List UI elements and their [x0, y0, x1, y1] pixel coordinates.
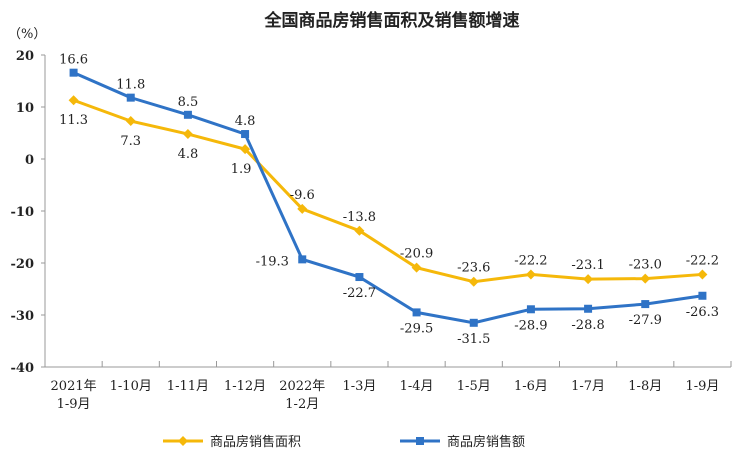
data-point [241, 130, 250, 139]
legend-marker [178, 436, 188, 446]
data-point [125, 116, 136, 127]
x-tick-label: 1-6月 [514, 379, 548, 394]
data-point [354, 225, 365, 236]
y-tick-label: -20 [11, 257, 35, 272]
data-label: -29.5 [400, 321, 433, 336]
data-point [68, 95, 79, 106]
x-tick-label: 1-5月 [457, 379, 491, 394]
data-point [69, 68, 78, 77]
y-tick-label: -40 [11, 361, 35, 376]
x-tick-label: 1-7月 [571, 379, 605, 394]
x-tick-label: 1-10月 [110, 379, 152, 394]
data-point [355, 273, 364, 282]
data-label: -22.2 [686, 253, 719, 268]
data-point [697, 269, 708, 280]
data-label: 1.9 [231, 162, 252, 177]
data-point [526, 305, 535, 314]
data-label: 4.8 [178, 147, 199, 162]
data-label: 8.5 [178, 95, 199, 110]
data-point [126, 93, 135, 102]
data-point [640, 273, 651, 284]
x-tick-label: 2022年 [279, 379, 325, 394]
data-label: -28.8 [571, 318, 604, 333]
data-label: 7.3 [120, 134, 141, 149]
x-tick-label: 1-9月 [685, 379, 719, 394]
x-tick-label: 1-2月 [285, 397, 319, 412]
chart-title: 全国商品房销售面积及销售额增速 [264, 10, 520, 31]
data-label: -27.9 [629, 313, 662, 328]
legend-label: 商品房销售面积 [210, 434, 301, 450]
x-tick-label: 1-11月 [167, 379, 209, 394]
data-point [412, 308, 421, 317]
data-label: 4.8 [235, 114, 256, 129]
data-point [698, 291, 707, 300]
data-point [584, 304, 593, 313]
x-tick-label: 1-12月 [224, 379, 266, 394]
data-label: -13.8 [343, 210, 376, 225]
data-label: -20.9 [400, 247, 433, 262]
y-tick-label: -10 [11, 205, 35, 220]
data-point [469, 318, 478, 327]
y-axis-unit: （%） [8, 27, 46, 42]
data-point [468, 276, 479, 287]
data-point [297, 203, 308, 214]
series-line-1 [72, 71, 703, 325]
y-tick-label: -30 [11, 309, 35, 324]
data-point [183, 110, 192, 119]
legend-label: 商品房销售额 [447, 434, 525, 450]
y-tick-label: 20 [16, 49, 34, 64]
data-label: -22.7 [343, 286, 376, 301]
data-label: -28.9 [514, 318, 547, 333]
x-tick-label: 1-4月 [400, 379, 434, 394]
x-tick-label: 2021年 [51, 379, 97, 394]
data-point [240, 144, 251, 155]
series-line-0 [73, 98, 703, 284]
data-point [641, 300, 650, 309]
data-label: -9.6 [290, 188, 315, 203]
data-label: -31.5 [457, 332, 490, 347]
legend-marker [416, 437, 424, 445]
data-point [182, 129, 193, 140]
data-label: -23.1 [571, 258, 604, 273]
y-tick-label: 10 [16, 101, 34, 116]
x-tick-label: 1-9月 [57, 397, 91, 412]
data-label: 16.6 [59, 53, 88, 68]
data-point [411, 262, 422, 273]
data-point [525, 269, 536, 280]
data-label: -23.0 [629, 258, 662, 273]
data-label: 11.3 [59, 113, 88, 128]
x-tick-label: 1-3月 [342, 379, 376, 394]
data-point [583, 274, 594, 285]
data-label: -26.3 [686, 305, 719, 320]
data-label: -19.3 [256, 254, 289, 269]
data-label: -22.2 [514, 253, 547, 268]
data-label: 11.8 [116, 78, 145, 93]
y-tick-label: 0 [25, 153, 34, 168]
data-point [298, 255, 307, 264]
x-tick-label: 1-8月 [628, 379, 662, 394]
data-label: -23.6 [457, 261, 490, 276]
